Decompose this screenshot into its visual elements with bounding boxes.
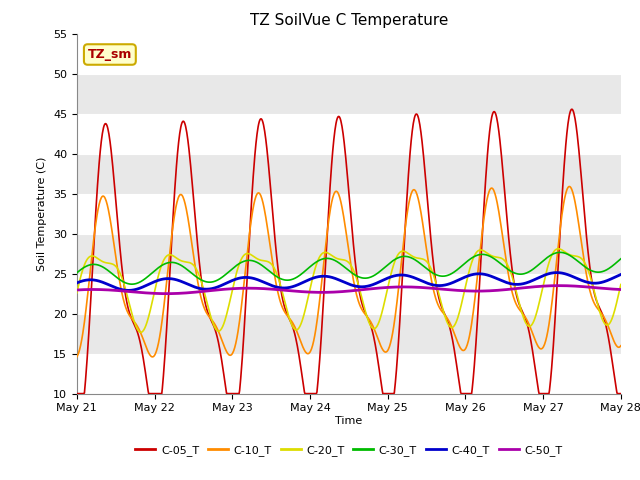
- C-05_T: [293, 340, 301, 346]
- X-axis label: Time: Time: [335, 416, 362, 426]
- C-10_T: [497, 223, 505, 228]
- C-50_T: [617, 287, 625, 292]
- C-10_T: [566, 184, 573, 190]
- C-40_T: [553, 270, 561, 276]
- C-05_T: [312, 391, 320, 396]
- C-30_T: [128, 281, 136, 287]
- C-40_T: [125, 288, 132, 293]
- C-30_T: [447, 271, 455, 277]
- C-05_T: [568, 106, 575, 112]
- C-10_T: [312, 323, 320, 328]
- Title: TZ SoilVue C Temperature: TZ SoilVue C Temperature: [250, 13, 448, 28]
- C-40_T: [129, 287, 137, 293]
- Bar: [77, 34, 621, 73]
- C-20_T: [498, 255, 506, 261]
- C-10_T: [73, 354, 81, 360]
- C-10_T: [507, 284, 515, 289]
- C-50_T: [73, 287, 81, 293]
- C-30_T: [498, 262, 506, 267]
- C-50_T: [447, 287, 455, 293]
- C-50_T: [556, 283, 563, 288]
- C-30_T: [508, 269, 515, 275]
- C-20_T: [137, 329, 145, 335]
- C-50_T: [313, 289, 321, 295]
- C-05_T: [617, 391, 625, 396]
- C-20_T: [313, 260, 321, 266]
- Line: C-50_T: C-50_T: [77, 286, 621, 294]
- C-40_T: [294, 282, 301, 288]
- C-20_T: [554, 246, 562, 252]
- Bar: [77, 354, 621, 394]
- C-20_T: [508, 271, 515, 277]
- C-10_T: [129, 316, 136, 322]
- C-40_T: [73, 280, 81, 286]
- C-30_T: [129, 281, 137, 287]
- C-05_T: [507, 255, 515, 261]
- C-05_T: [497, 148, 505, 154]
- C-30_T: [73, 270, 81, 276]
- Bar: [77, 114, 621, 154]
- C-05_T: [129, 317, 136, 323]
- C-30_T: [617, 256, 625, 262]
- C-40_T: [508, 281, 515, 287]
- Line: C-40_T: C-40_T: [77, 273, 621, 290]
- C-20_T: [73, 290, 81, 296]
- C-05_T: [73, 391, 81, 396]
- C-40_T: [498, 278, 506, 284]
- C-20_T: [617, 282, 625, 288]
- C-30_T: [313, 259, 321, 264]
- Bar: [77, 193, 621, 234]
- C-10_T: [447, 321, 454, 327]
- C-20_T: [294, 327, 301, 333]
- Line: C-05_T: C-05_T: [77, 109, 621, 394]
- C-50_T: [294, 288, 301, 294]
- C-10_T: [293, 328, 301, 334]
- Line: C-10_T: C-10_T: [77, 187, 621, 357]
- Text: TZ_sm: TZ_sm: [88, 48, 132, 61]
- C-30_T: [294, 274, 301, 280]
- Legend: C-05_T, C-10_T, C-20_T, C-30_T, C-40_T, C-50_T: C-05_T, C-10_T, C-20_T, C-30_T, C-40_T, …: [131, 440, 566, 460]
- C-10_T: [617, 343, 625, 348]
- C-50_T: [508, 286, 515, 292]
- Line: C-20_T: C-20_T: [77, 249, 621, 332]
- C-05_T: [447, 327, 454, 333]
- Y-axis label: Soil Temperature (C): Soil Temperature (C): [37, 156, 47, 271]
- C-50_T: [163, 291, 170, 297]
- C-40_T: [447, 280, 455, 286]
- C-50_T: [498, 287, 506, 293]
- C-40_T: [617, 272, 625, 277]
- C-40_T: [313, 274, 321, 280]
- Bar: [77, 274, 621, 313]
- C-20_T: [447, 324, 455, 330]
- C-30_T: [556, 250, 564, 255]
- C-50_T: [129, 289, 136, 295]
- C-20_T: [129, 312, 136, 318]
- Line: C-30_T: C-30_T: [77, 252, 621, 284]
